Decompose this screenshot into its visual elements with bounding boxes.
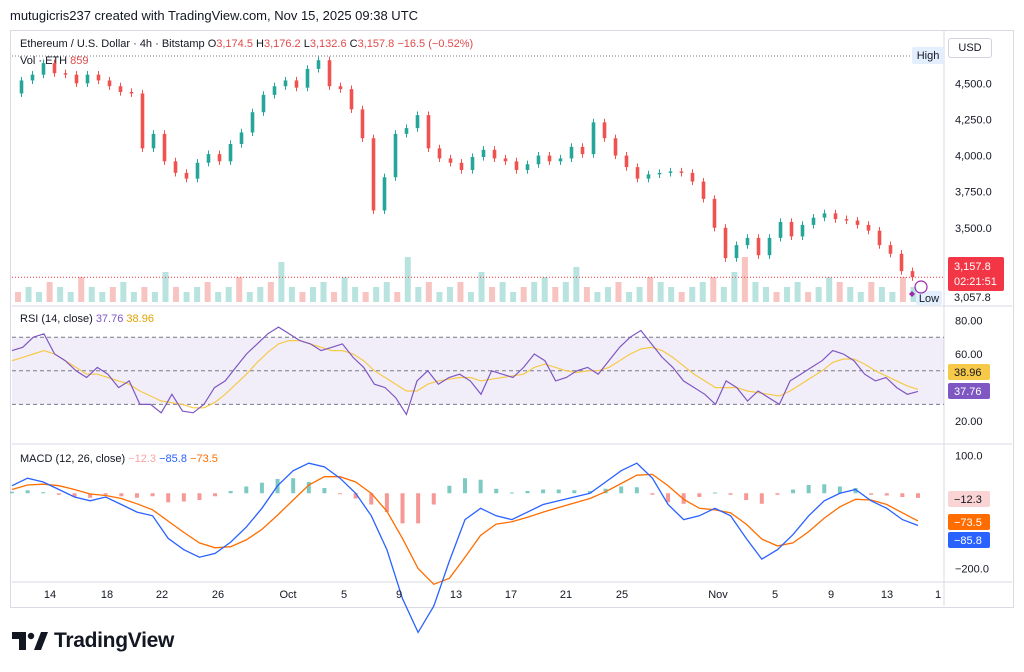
macd-signal-value: −73.5 [190, 453, 218, 465]
macd-legend: MACD (12, 26, close) −12.3 −85.8 −73.5 [20, 453, 218, 465]
rsi-label: RSI (14, close) [20, 313, 93, 325]
low-value: 3,132.6 [309, 38, 347, 50]
price-legend: Ethereum / U.S. Dollar · 4h · Bitstamp O… [20, 38, 473, 50]
macd-hist-value: −12.3 [128, 453, 157, 465]
rsi-ma-value: 38.96 [126, 313, 154, 325]
macd-label: MACD (12, 26, close) [20, 453, 126, 465]
tradingview-logo-icon [12, 632, 48, 650]
close-value: 3,157.8 [357, 38, 395, 50]
symbol-label: Ethereum / U.S. Dollar · 4h · Bitstamp [20, 38, 205, 50]
open-key: O [207, 38, 217, 50]
change-value: −16.5 (−0.52%) [397, 38, 474, 50]
high-value: 3,176.2 [263, 38, 301, 50]
open-value: 3,174.5 [216, 38, 253, 50]
currency-selector[interactable]: USD [948, 38, 992, 58]
rsi-value: 37.76 [95, 313, 124, 325]
attribution-text: mutugicris237 created with TradingView.c… [10, 8, 419, 23]
volume-value: 859 [70, 55, 89, 67]
brand-name: TradingView [54, 629, 175, 652]
tradingview-logo[interactable]: TradingView [12, 628, 174, 654]
chart-area[interactable] [10, 30, 1014, 608]
close-key: C [349, 38, 358, 50]
low-key: L [303, 38, 310, 50]
volume-legend: Vol · ETH 859 [20, 55, 89, 67]
high-key: H [256, 38, 264, 50]
volume-label: Vol · ETH [20, 55, 68, 67]
rsi-legend: RSI (14, close) 37.76 38.96 [20, 313, 154, 325]
macd-line-value: −85.8 [159, 453, 187, 465]
